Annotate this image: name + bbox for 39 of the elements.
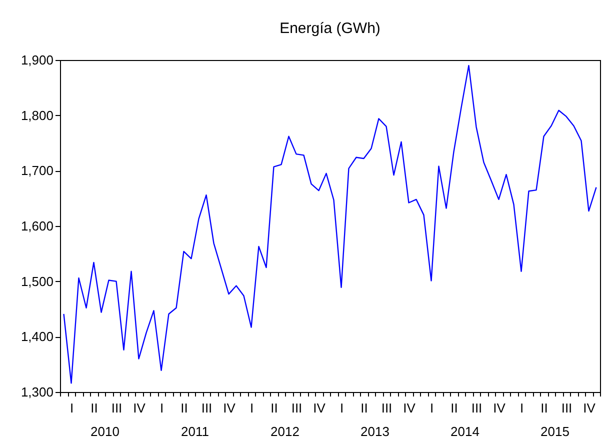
x-tick-label: III (381, 400, 392, 416)
x-tick-label: I (250, 400, 254, 416)
text: 2013 (360, 424, 390, 439)
x-tick-label: III (201, 400, 212, 416)
x-tick-label: III (471, 400, 482, 416)
line-series (63, 64, 597, 384)
x-tick-label: I (160, 400, 164, 416)
x-tick-label: IV (583, 400, 596, 416)
x-tick-label: IV (403, 400, 416, 416)
text: 2015 (540, 424, 570, 439)
text: 2014 (450, 424, 480, 439)
y-tick-label: 1,500 (20, 274, 54, 289)
x-tick-label: III (561, 400, 572, 416)
text: 2011 (181, 424, 209, 439)
x-tick-label: I (520, 400, 524, 416)
y-tick-label: 1,900 (20, 52, 54, 68)
x-tick-label: IV (493, 400, 506, 416)
x-tick-label: II (540, 400, 548, 416)
y-tick-label: 1,800 (20, 108, 54, 123)
x-tick-label: I (70, 400, 74, 416)
x-tick-label: II (450, 400, 458, 416)
x-tick-label: IV (223, 400, 236, 416)
x-tick-label: II (270, 400, 278, 416)
x-tick-label: II (90, 400, 98, 416)
y-tick-label: 1,700 (20, 163, 54, 178)
x-tick-label: IV (133, 400, 146, 416)
x-tick-label: II (360, 400, 368, 416)
chart-title: Energía (GWh) (280, 20, 380, 37)
x-tick-label: II (180, 400, 188, 416)
y-tick-label: 1,600 (20, 218, 54, 234)
y-tick-label: 1,300 (20, 384, 54, 400)
y-tick-label: 1,400 (20, 329, 54, 344)
x-tick-label: III (291, 400, 302, 416)
x-tick-label: I (340, 400, 344, 416)
text: 2012 (270, 424, 300, 439)
x-tick-label: I (430, 400, 434, 416)
text: 2010 (90, 424, 120, 439)
x-tick-label: IV (313, 400, 326, 416)
x-tick-label: III (111, 400, 122, 416)
